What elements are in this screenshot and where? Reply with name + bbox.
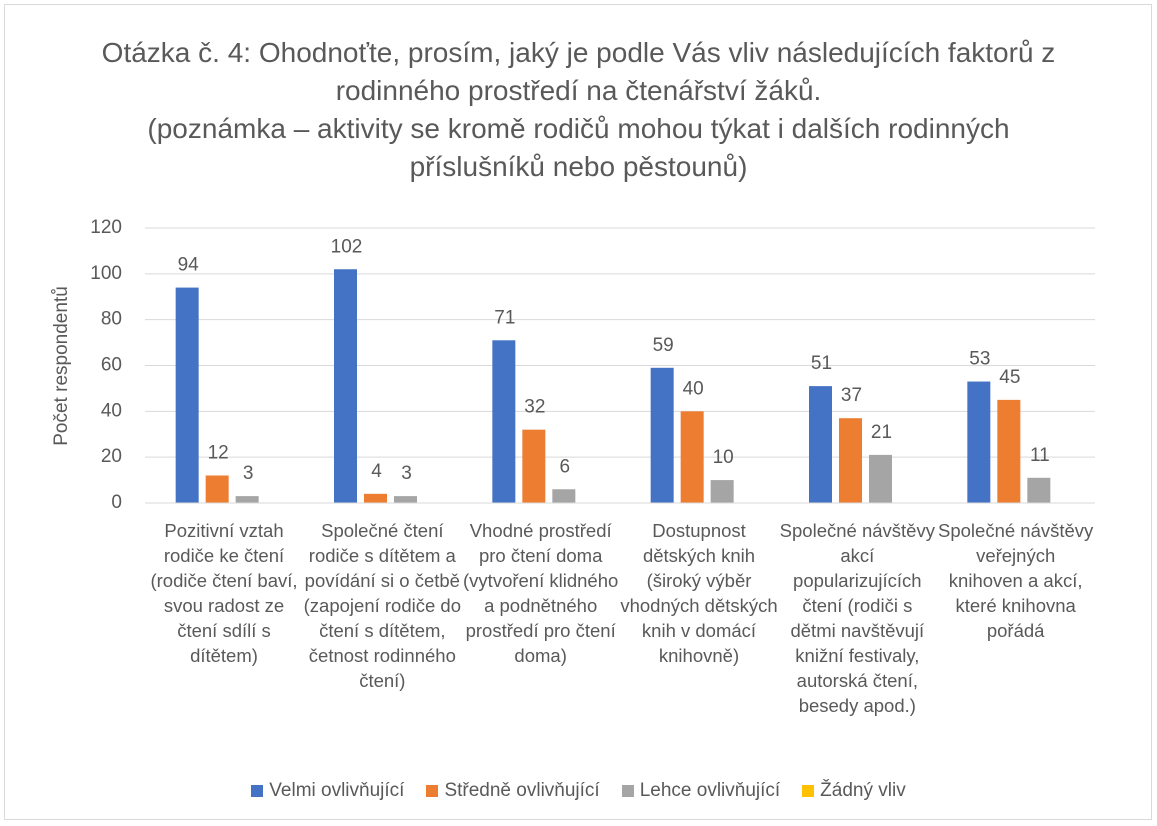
bar [839,418,862,503]
bar [334,269,357,503]
data-label: 3 [401,463,412,484]
data-label: 51 [811,353,832,374]
x-tick-label: Společné návštěvy akcí popularizujících … [779,520,935,716]
chart-title: Otázka č. 4: Ohodnoťte, prosím, jaký je … [101,37,1056,106]
data-label: 10 [713,447,734,468]
y-tick-label: 40 [101,400,122,421]
bar [967,381,991,503]
y-tick-label: 100 [90,263,122,284]
data-label: 4 [371,461,382,482]
bar [710,480,734,503]
chart-border [4,4,1152,820]
data-label: 11 [1030,445,1050,466]
data-label: 71 [494,307,515,328]
bar [235,496,259,503]
data-label: 21 [871,422,892,443]
bar [650,367,674,503]
legend-label: Velmi ovlivňující [269,780,405,801]
bar [552,489,576,503]
legend-label: Žádný vliv [820,780,906,801]
x-tick-label: Dostupnost dětských knih (široký výběr v… [620,520,778,666]
legend-label: Lehce ovlivňující [639,780,781,801]
data-label: 53 [969,349,990,370]
legend-label: Středně ovlivňující [444,780,600,801]
data-label: 40 [683,378,704,399]
bar [680,411,704,503]
y-tick-label: 80 [101,309,122,330]
bar [364,493,387,503]
legend-item: Středně ovlivňující [426,780,600,802]
bar [809,386,832,503]
data-label: 6 [560,456,571,477]
x-tick-label: Společné čtení rodiče s dítětem a povídá… [303,520,461,691]
data-label: 32 [524,397,545,418]
data-label: 45 [999,367,1020,388]
x-tick-label: Pozitivní vztah rodiče ke čtení (rodiče … [150,520,298,666]
chart-subtitle: (poznámka – aktivity se kromě rodičů moh… [147,113,1010,182]
bar [869,454,892,503]
legend-swatch [621,785,634,797]
bar [997,399,1021,503]
bar [1027,477,1051,503]
data-label: 12 [208,443,229,464]
legend-swatch [426,785,439,797]
x-tick-label: Vhodné prostředí pro čtení doma (vytvoře… [463,520,619,666]
y-tick-label: 20 [101,446,122,467]
legend-item: Žádný vliv [802,780,906,802]
bar [522,429,546,503]
data-label: 94 [178,255,200,276]
legend-swatch [251,785,264,797]
bar [492,340,516,503]
data-label: 3 [243,463,254,484]
bar [175,287,199,503]
data-label: 37 [841,385,862,406]
x-tick-label: Společné návštěvy veřejných knihoven a a… [938,520,1094,641]
data-label: 102 [331,236,363,257]
legend: Velmi ovlivňující Středně ovlivňující Lehc… [0,780,1157,802]
y-tick-label: 0 [111,492,122,513]
y-tick-label: 120 [90,217,122,238]
legend-item: Lehce ovlivňující [621,780,781,802]
y-axis-label: Počet respondentů [51,286,72,446]
data-label: 59 [653,335,674,356]
legend-swatch [802,785,815,797]
y-tick-label: 60 [101,355,122,376]
bar [394,496,417,503]
legend-item: Velmi ovlivňující [251,780,404,802]
bar [205,475,229,503]
